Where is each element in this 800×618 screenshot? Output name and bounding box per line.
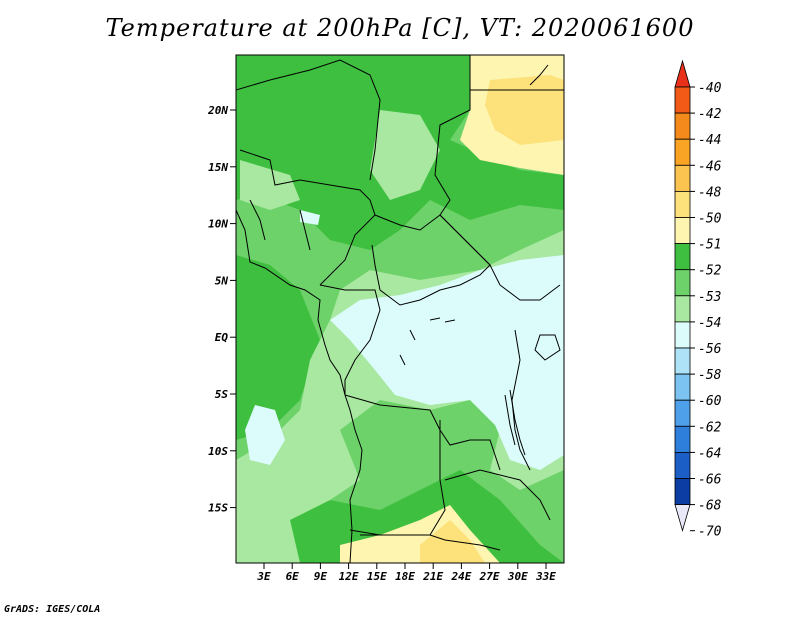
colorbar-swatch (674, 347, 691, 375)
latitude-axis: 20N 15N 10N 5N EQ 5S 10S 15S (207, 104, 236, 515)
field-54-w (240, 160, 300, 210)
colorbar-label: -46 (698, 159, 722, 174)
field-56-congo (330, 255, 564, 470)
border-angola-namibia (349, 529, 501, 551)
colorbar-label: -53 (698, 290, 721, 305)
border-nigeria (239, 149, 376, 286)
colorbar-label: -50 (698, 212, 722, 227)
colorbar-label: -60 (698, 394, 722, 409)
lon-label: 12E (339, 570, 359, 583)
coastline-west (236, 209, 363, 563)
colorbar-swatch (674, 243, 691, 271)
colorbar-label: -62 (698, 420, 722, 435)
colorbar-swatch (674, 321, 691, 349)
colorbar-label: -44 (698, 133, 721, 148)
lat-label: 10S (208, 445, 228, 458)
field-56-mini (300, 210, 320, 225)
field-56-atlantic (245, 405, 285, 465)
lat-label: 5N (215, 274, 229, 287)
lat-label: 5S (215, 388, 229, 401)
border-angola-zambia (360, 420, 446, 536)
lat-label: 15S (208, 502, 228, 515)
colorbar-label: -58 (698, 368, 722, 383)
colorbar-label: -42 (698, 107, 722, 122)
lon-label: 6E (286, 570, 300, 583)
field-50-ne (485, 75, 564, 145)
lon-label: 15E (367, 570, 387, 583)
colorbar-label: -68 (698, 499, 722, 514)
map-frame (235, 54, 565, 564)
lat-label: 15N (208, 161, 228, 174)
longitude-axis: 3E 6E 9E 12E 15E 18E 21E 24E 27E 30E 33E (256, 563, 556, 583)
border-niger-chad (236, 59, 381, 181)
lon-label: 18E (395, 570, 415, 583)
country-borders (236, 55, 564, 563)
colorbar-swatch (674, 451, 691, 479)
colorbar-label: -52 (698, 264, 722, 279)
colorbar-label: -40 (698, 81, 722, 96)
colorbar-label: -70 (698, 525, 722, 540)
colorbar-swatch (674, 269, 691, 297)
temperature-field (236, 55, 564, 563)
field-54-ne (370, 110, 440, 200)
lon-label: 33E (535, 570, 556, 583)
colorbar-swatch (674, 217, 691, 245)
colorbar-swatch (674, 295, 691, 323)
colorbar-swatch (674, 425, 691, 453)
colorbar-swatch (674, 399, 691, 427)
field-52-west (236, 255, 320, 440)
lake-victoria (534, 334, 561, 361)
colorbar-label: -51 (698, 238, 721, 253)
border-misc-2 (399, 317, 456, 366)
lon-label: 27E (479, 570, 500, 583)
lat-label: 10N (208, 218, 228, 231)
colorbar-label: -54 (698, 316, 721, 331)
colorbar-swatch (674, 190, 691, 218)
lake-tanganyika (504, 389, 526, 456)
border-car (371, 214, 491, 306)
lat-label: 20N (207, 104, 228, 117)
credit-text: GrADS: IGES/COLA (4, 604, 101, 615)
colorbar-swatch (674, 112, 691, 140)
colorbar-swatch (674, 138, 691, 166)
lon-label: 30E (507, 570, 528, 583)
border-drc-angola (344, 394, 501, 471)
border-congo (319, 284, 381, 395)
colorbar-cap-bottom (674, 504, 691, 533)
colorbar-label: -66 (698, 473, 722, 488)
colorbar-cap-top (674, 59, 691, 88)
lon-label: 3E (256, 570, 271, 583)
colorbar-swatch (674, 86, 691, 114)
colorbar-label: -48 (698, 185, 722, 200)
colorbar-label: -56 (698, 342, 722, 357)
colorbar-label: -64 (698, 446, 721, 461)
lon-label: 9E (314, 570, 328, 583)
colorbar-swatch (674, 164, 691, 192)
lat-label: EQ (215, 331, 229, 344)
colorbar-swatch (674, 478, 691, 506)
map-title: Temperature at 200hPa [C], VT: 202006160… (105, 14, 695, 42)
border-zambia (444, 469, 551, 521)
border-east (499, 284, 561, 471)
lon-label: 21E (422, 570, 443, 583)
colorbar: -40 -42 -44 -46 -48 -50 -51 -52 -53 -54 -56 -58 -60 -… (674, 59, 722, 540)
border-misc-1 (249, 199, 311, 251)
lon-label: 24E (450, 570, 471, 583)
colorbar-swatch (674, 373, 691, 401)
border-red-sea (529, 64, 549, 86)
